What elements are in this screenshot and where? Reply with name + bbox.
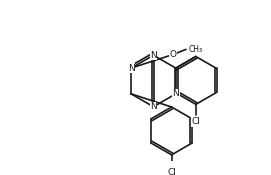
Text: Cl: Cl	[167, 168, 176, 175]
Text: CH₃: CH₃	[189, 45, 203, 54]
Text: Cl: Cl	[191, 117, 200, 126]
Text: N: N	[128, 64, 134, 73]
Text: N: N	[150, 51, 157, 60]
Text: O: O	[170, 50, 176, 59]
Text: N: N	[150, 102, 157, 111]
Text: N: N	[172, 89, 179, 98]
